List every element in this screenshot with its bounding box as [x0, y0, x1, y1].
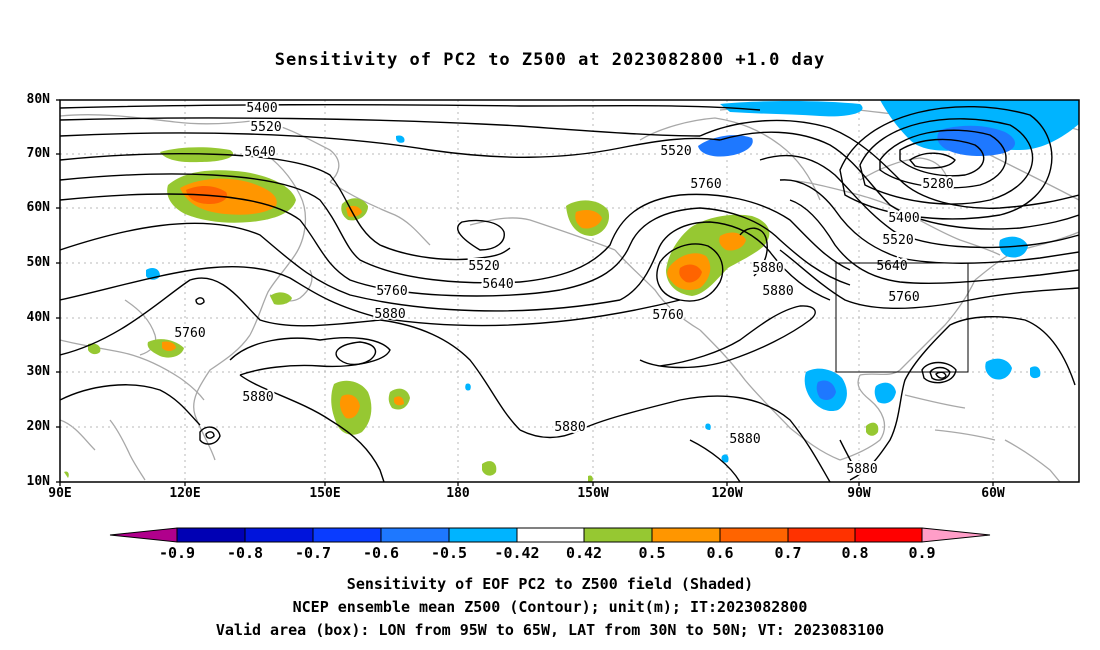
contour-label: 5400: [888, 211, 919, 226]
contour-label: 5880: [554, 420, 585, 435]
lat-label: 80N: [26, 92, 50, 107]
sensitivity-shading: [64, 100, 1079, 482]
lon-label: 90E: [48, 486, 72, 501]
plot-frame: [59, 99, 1080, 483]
lat-label: 10N: [26, 474, 50, 489]
caption-line-3: Valid area (box): LON from 95W to 65W, L…: [215, 621, 885, 639]
colorbar-label: 0.5: [638, 544, 666, 562]
contour-label: 5520: [468, 259, 499, 274]
colorbar-box: [719, 527, 789, 543]
contour-label: 5760: [174, 326, 205, 341]
map-title: Sensitivity of PC2 to Z500 at 2023082800…: [274, 50, 826, 70]
colorbar-box: [176, 527, 246, 543]
colorbar-box: [583, 527, 653, 543]
contour-label: 5760: [888, 290, 919, 305]
z500-contours: [60, 103, 1079, 482]
contour-labels: 5400 5520 5640 5520 5760 5520 5640 5760 …: [172, 100, 955, 479]
contour-label: 5880: [242, 390, 273, 405]
contour-label: 5640: [876, 259, 907, 274]
colorbar-label: -0.7: [294, 544, 332, 562]
lat-label: 60N: [26, 200, 50, 215]
contour-label: 5520: [660, 144, 691, 159]
colorbar-label: 0.6: [706, 544, 734, 562]
colorbar-box: [516, 527, 585, 543]
contour-label: 5760: [690, 177, 721, 192]
lat-label: 40N: [26, 310, 50, 325]
colorbar-label: 0.42: [565, 544, 603, 562]
lon-label: 60W: [981, 486, 1005, 501]
colorbar-label: 0.9: [908, 544, 936, 562]
colorbar-pos-end: [921, 527, 991, 543]
lon-label: 120W: [711, 486, 743, 501]
colorbar-label: -0.5: [430, 544, 468, 562]
colorbar-label: -0.9: [158, 544, 196, 562]
contour-label: 5280: [922, 177, 953, 192]
colorbar-box: [380, 527, 450, 543]
lat-label: 30N: [26, 364, 50, 379]
colorbar-box: [854, 527, 923, 543]
colorbar-neg-end: [109, 527, 178, 543]
lat-label: 50N: [26, 255, 50, 270]
contour-label: 5880: [729, 432, 760, 447]
contour-label: 5880: [374, 307, 405, 322]
contour-label: 5760: [376, 284, 407, 299]
colorbar-label: 0.8: [841, 544, 869, 562]
lon-label: 120E: [169, 486, 201, 501]
lat-label: 70N: [26, 146, 50, 161]
colorbar-box: [448, 527, 518, 543]
contour-label: 5880: [762, 284, 793, 299]
colorbar: [109, 527, 991, 543]
contour-label: 5520: [250, 120, 281, 135]
colorbar-label: -0.6: [362, 544, 400, 562]
colorbar-label: -0.42: [494, 544, 540, 562]
contour-label: 5880: [752, 261, 783, 276]
colorbar-box: [787, 527, 856, 543]
valid-area-box: [835, 262, 969, 373]
lon-label: 150W: [577, 486, 609, 501]
caption-line-1: Sensitivity of EOF PC2 to Z500 field (Sh…: [346, 575, 754, 593]
lon-label: 180: [446, 486, 470, 501]
colorbar-box: [651, 527, 721, 543]
colorbar-box: [312, 527, 382, 543]
tick-marks: [56, 99, 994, 486]
contour-label: 5520: [882, 233, 913, 248]
contour-label: 5640: [244, 145, 275, 160]
lon-label: 150E: [309, 486, 341, 501]
contour-label: 5640: [482, 277, 513, 292]
contour-label: 5760: [652, 308, 683, 323]
caption-line-2: NCEP ensemble mean Z500 (Contour); unit(…: [292, 598, 808, 616]
lon-label: 90W: [847, 486, 871, 501]
colorbar-label: 0.7: [774, 544, 802, 562]
colorbar-box: [244, 527, 314, 543]
colorbar-label: -0.8: [226, 544, 264, 562]
contour-label: 5400: [246, 101, 277, 116]
lat-label: 20N: [26, 419, 50, 434]
contour-label: 5880: [846, 462, 877, 477]
